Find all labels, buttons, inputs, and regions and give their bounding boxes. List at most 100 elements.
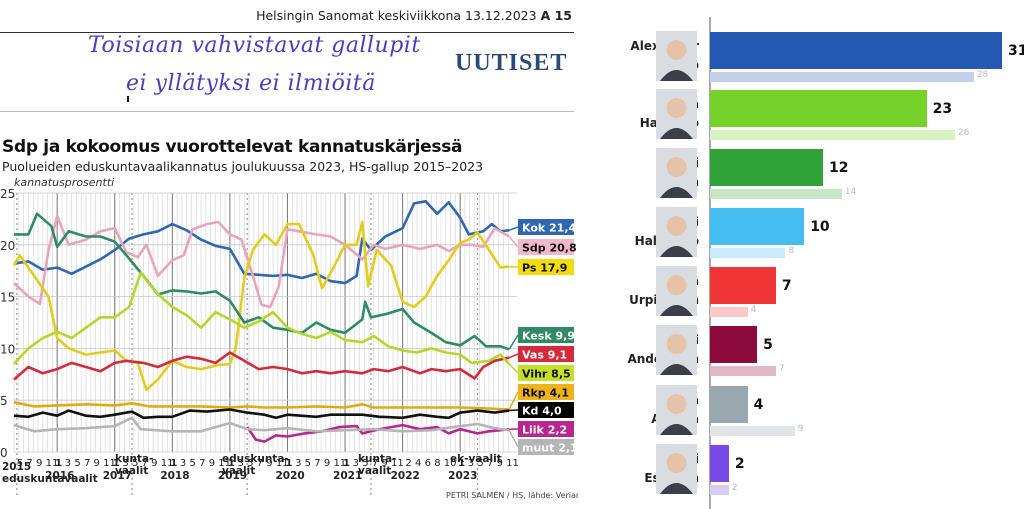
bar-previous	[710, 426, 795, 436]
bar-value-label: 5	[763, 337, 773, 353]
text-cursor	[127, 96, 129, 102]
series-label-bg	[518, 239, 574, 255]
bar-current	[710, 149, 824, 186]
portrait-icon	[660, 40, 693, 81]
y-tick-label: 10	[0, 342, 15, 356]
portrait-icon	[660, 98, 693, 139]
x-tick-label: 3	[180, 458, 186, 469]
bar-value-label: 7	[781, 278, 792, 294]
series-label-bg	[518, 259, 574, 275]
series-label-bg	[518, 327, 574, 343]
x-tick-label: 11	[161, 458, 174, 469]
y-tick-label: 20	[0, 239, 15, 253]
series-label-kd: Kd 4,0	[522, 405, 562, 418]
x-tick-label: 1	[228, 458, 235, 469]
series-label-kesk: Kesk 9,9	[522, 330, 575, 343]
series-label-vihr: Vihr 8,5	[522, 368, 571, 381]
bar-previous-value-label: 28	[976, 70, 989, 80]
series-label-vas: Vas 9,1	[522, 349, 567, 362]
x-tick-label: 9	[36, 458, 42, 469]
bar-previous	[710, 130, 955, 140]
x-tick-label: 11	[333, 458, 346, 469]
section-title: UUTISET	[455, 50, 568, 76]
x-tick-label: 3	[65, 458, 71, 469]
bar-current	[710, 90, 927, 127]
x-tick-label: 9	[151, 458, 157, 469]
bar-previous-value-label: 7	[778, 364, 785, 374]
x-tick-label: 11	[276, 458, 289, 469]
x-tick-label: 11	[46, 458, 59, 469]
election-label: ek-vaalit	[450, 453, 502, 465]
year-label: 2018	[160, 470, 189, 482]
masthead: Helsingin Sanomat keskiviikkona 13.12.20…	[256, 8, 572, 23]
portrait-icon	[660, 216, 693, 257]
x-tick-label: 9	[209, 458, 215, 469]
election-label: eduskuntavaalit	[2, 473, 98, 485]
election-label: 2015	[2, 461, 31, 473]
x-tick-label: 2	[405, 458, 411, 469]
bar-axis-line	[709, 17, 711, 509]
bar-previous	[710, 248, 786, 258]
bar-current	[710, 267, 776, 304]
candidate-row: SariEssayah22	[578, 444, 1024, 504]
series-line-ps	[12, 220, 510, 392]
x-tick-label: 5	[305, 458, 311, 469]
label-connector	[508, 363, 519, 374]
label-connector	[508, 334, 519, 350]
x-tick-label: 7	[84, 458, 90, 469]
bar-value-label: 12	[829, 160, 849, 176]
candidate-row: LiAndersson57	[578, 325, 1024, 385]
year-label: 2020	[275, 470, 304, 482]
portrait-icon	[660, 275, 693, 316]
x-tick-label: 11	[103, 458, 116, 469]
year-label: 2021	[333, 470, 362, 482]
masthead-text: Helsingin Sanomat keskiviikkona 13.12.20…	[256, 8, 537, 23]
bar-previous	[710, 366, 776, 376]
x-tick-label: 7	[372, 458, 378, 469]
election-label: vaalit	[115, 465, 148, 477]
candidate-row: MikaAaltola49	[578, 385, 1024, 445]
x-tick-label: 5	[362, 458, 368, 469]
x-tick-label: 1	[55, 458, 62, 469]
bar-previous-value-label: 14	[844, 187, 857, 197]
x-tick-label: 4	[415, 458, 421, 469]
candidate-photo	[656, 385, 697, 435]
x-tick-label: 5	[132, 458, 138, 469]
election-label: eduskunta-	[222, 453, 289, 465]
x-tick-label: 7	[487, 458, 493, 469]
series-label-bg	[518, 402, 574, 418]
bar-current	[710, 386, 748, 423]
bar-current	[710, 445, 729, 482]
x-tick-label: 9	[497, 458, 503, 469]
election-label: kunta-	[115, 453, 153, 465]
x-tick-label: 9	[94, 458, 100, 469]
overlay-caption-line2: ei yllätyksi ei ilmiöitä	[126, 71, 376, 96]
label-connector	[508, 391, 519, 410]
bar-previous-value-label: 2	[731, 483, 738, 493]
y-tick-label: 25	[0, 187, 15, 201]
x-tick-label: 3	[295, 458, 301, 469]
bar-previous-value-label: 26	[957, 128, 970, 138]
series-label-bg	[518, 219, 574, 235]
bar-value-label: 23	[932, 101, 953, 117]
bar-value-label: 2	[734, 456, 745, 472]
portrait-icon	[660, 453, 693, 494]
series-line-vihr	[13, 271, 511, 365]
x-tick-label: 3	[122, 458, 128, 469]
series-line-sdp	[13, 214, 510, 309]
candidate-photo	[656, 266, 697, 316]
label-connector	[508, 236, 519, 248]
source-credit: PETRI SALMÉN / HS, lähde: Verian	[446, 491, 581, 500]
candidate-row: JussiHalla-aho108	[578, 207, 1024, 267]
bar-previous-value-label: 9	[797, 424, 804, 434]
x-tick-label: 3	[237, 458, 243, 469]
x-tick-label: 11	[506, 458, 519, 469]
series-line-kok	[13, 200, 510, 285]
series-label-kok: Kok 21,4	[522, 222, 577, 235]
bar-value-label: 31	[1008, 43, 1024, 59]
x-tick-label: 1	[113, 458, 120, 469]
x-tick-label: 7	[142, 458, 148, 469]
bar-previous	[710, 72, 974, 82]
series-label-rkp: Rkp 4,1	[522, 387, 569, 400]
series-label-bg	[518, 346, 574, 362]
